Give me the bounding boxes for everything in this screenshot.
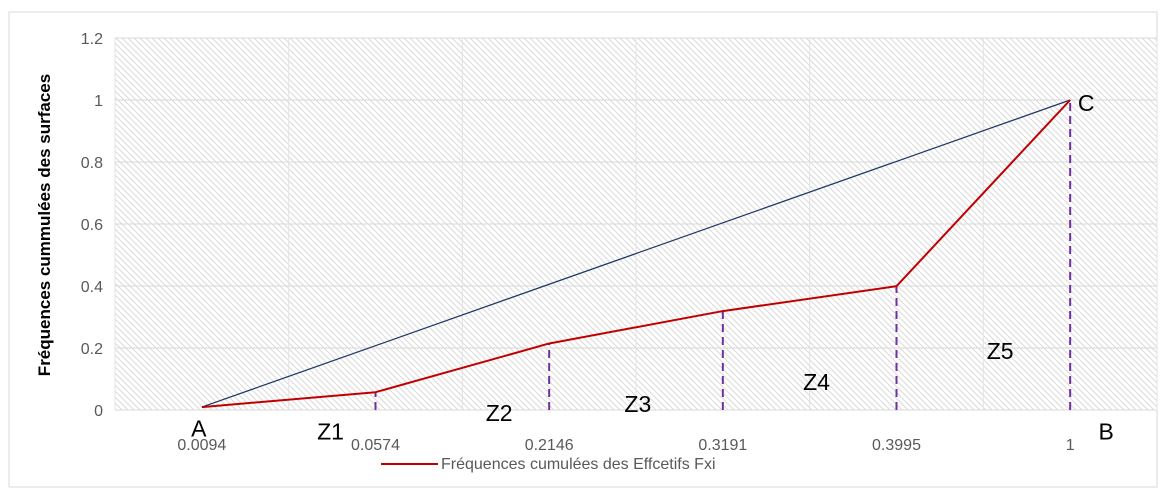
x-tick-label: 0.2146 (525, 437, 574, 454)
series-line-effectifs (201, 99, 1071, 409)
legend-label: Fréquences cumulées des Effcetifs Fxi (441, 456, 716, 473)
y-tick-label: 0.4 (81, 279, 103, 296)
annotation-z1: Z1 (317, 419, 344, 445)
x-tick-label: 0.3191 (698, 437, 747, 454)
y-tick-label: 1.2 (81, 31, 103, 48)
legend: Fréquences cumulées des Effcetifs Fxi (381, 456, 716, 473)
series-lines (201, 99, 1071, 409)
x-tick-label: 0.0094 (177, 437, 226, 454)
y-tick-label: 0 (94, 403, 103, 420)
x-tick-label: 0.3995 (872, 437, 921, 454)
series-line-equality (201, 99, 1071, 408)
annotation-a: A (191, 416, 207, 442)
x-axis-tick-labels: 0.0094 0.0574 0.2146 0.3191 0.3995 1 (177, 437, 1074, 454)
x-tick-label: 0.0574 (351, 437, 400, 454)
annotations: A B C Z1 Z2 Z3 Z4 Z5 (191, 90, 1114, 445)
annotation-z2: Z2 (486, 400, 513, 426)
annotation-c: C (1078, 90, 1095, 116)
y-tick-label: 0.8 (81, 155, 103, 172)
annotation-b: B (1098, 419, 1113, 445)
y-tick-label: 1 (94, 93, 103, 110)
y-tick-label: 0.2 (81, 341, 103, 358)
annotation-z3: Z3 (624, 391, 651, 417)
zone-dividers (374, 100, 1072, 410)
annotation-z5: Z5 (987, 338, 1014, 364)
x-tick-label: 1 (1066, 437, 1075, 454)
y-axis-label: Fréquences cummulées des surfaces (35, 74, 54, 376)
y-tick-label: 0.6 (81, 217, 103, 234)
gridlines (114, 37, 1158, 411)
y-axis-tick-labels: 0 0.2 0.4 0.6 0.8 1 1.2 (81, 31, 103, 420)
annotation-z4: Z4 (803, 369, 830, 395)
